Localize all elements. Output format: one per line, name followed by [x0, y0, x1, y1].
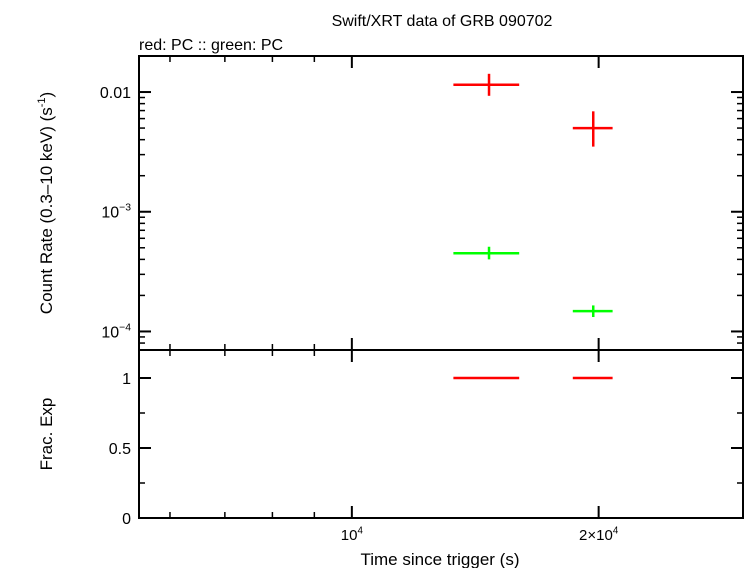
data-point — [572, 305, 613, 318]
legend-text: red: PC :: green: PC — [139, 37, 283, 54]
data-point — [453, 246, 520, 260]
y-tick-label: 10−4 — [101, 322, 131, 341]
y-axis-label: Frac. Exp — [37, 398, 56, 471]
x-tick-label: 104 — [341, 525, 364, 544]
x-tick-label: 2×104 — [579, 525, 619, 544]
y-tick-label: 10−3 — [101, 203, 131, 222]
panel-rate: 0.01 10−3 10−4 Count Rate (0.3–10 keV) (s-1… — [36, 55, 744, 351]
data-point — [572, 111, 613, 147]
y-tick-label: 0.01 — [100, 85, 131, 102]
x-axis-label: Time since trigger (s) — [360, 550, 519, 568]
plot-frame — [138, 349, 744, 519]
y-axis-label: Count Rate (0.3–10 keV) (s-1) — [36, 92, 56, 314]
y-tick-label: 1 — [122, 371, 131, 388]
y-tick-label: 0.5 — [109, 441, 131, 458]
chart-title: Swift/XRT data of GRB 090702 — [332, 13, 553, 30]
data-point — [453, 73, 520, 96]
plot-frame — [138, 55, 744, 351]
y-tick-label: 0 — [122, 511, 131, 528]
panel-fracexp: 0 0.5 1 Frac. Exp 104 2×104 — [37, 349, 744, 544]
